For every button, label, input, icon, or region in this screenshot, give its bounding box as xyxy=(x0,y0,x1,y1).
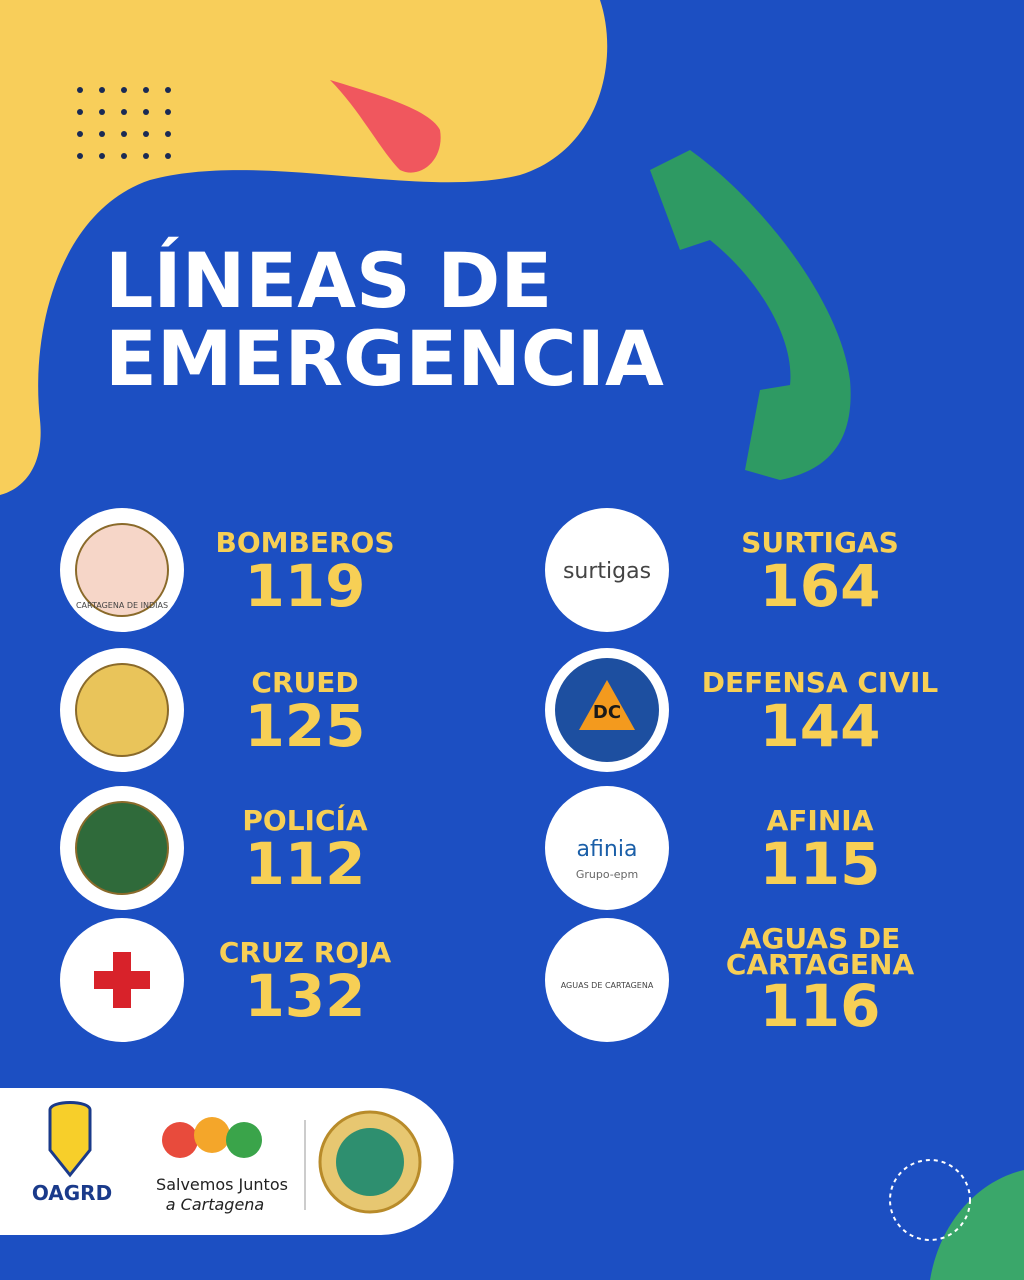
salvemos-text: Salvemos Juntos xyxy=(156,1175,288,1194)
yellow-blob xyxy=(0,0,608,495)
oagrd-text: OAGRD xyxy=(32,1181,112,1205)
district-seal xyxy=(336,1128,404,1196)
service-number: 164 xyxy=(759,552,880,620)
service-number: 132 xyxy=(244,962,365,1030)
logo-shape xyxy=(226,1122,262,1158)
stripe-circle xyxy=(889,1159,971,1241)
service-number: 144 xyxy=(759,692,880,760)
service-name: CARTAGENA xyxy=(726,948,915,981)
seal xyxy=(579,680,635,730)
title-line: LÍNEAS DE xyxy=(105,236,552,325)
logo-shape xyxy=(194,1117,230,1153)
seal xyxy=(75,663,169,757)
logo-circle xyxy=(545,508,669,632)
seal xyxy=(75,523,169,617)
seal xyxy=(75,801,169,895)
service-name: BOMBEROS xyxy=(215,526,394,559)
red-cross xyxy=(113,952,131,1008)
title-line: EMERGENCIA xyxy=(105,314,664,403)
phone-icon xyxy=(650,150,851,480)
logo-text: afinia xyxy=(577,837,638,862)
service-number: 115 xyxy=(759,830,880,898)
service-name: CRUZ ROJA xyxy=(219,936,392,969)
logo-text: AGUAS DE CARTAGENA xyxy=(561,981,654,990)
logo-text: Grupo-epm xyxy=(576,868,638,881)
logo-text: surtigas xyxy=(563,559,651,584)
salvemos-text: a Cartagena xyxy=(166,1195,264,1214)
service-name: POLICÍA xyxy=(242,803,368,837)
logo-text: DC xyxy=(593,702,621,723)
service-number: 125 xyxy=(244,692,365,760)
logo-text: CARTAGENA DE INDIAS xyxy=(76,601,168,610)
service-name: DEFENSA CIVIL xyxy=(702,666,939,699)
service-name: AGUAS DE xyxy=(740,922,900,955)
service-name: AFINIA xyxy=(767,804,874,837)
green-corner xyxy=(930,1170,1024,1280)
service-number: 119 xyxy=(244,552,365,620)
service-number: 116 xyxy=(759,972,880,1040)
service-name: CRUED xyxy=(251,666,358,699)
logo-circle xyxy=(545,786,669,910)
service-number: 112 xyxy=(244,830,365,898)
service-name: SURTIGAS xyxy=(741,526,899,559)
dot-grid xyxy=(77,87,171,159)
logo-circle xyxy=(545,918,669,1042)
red-blob xyxy=(330,80,441,173)
logo-shape xyxy=(162,1122,198,1158)
oagrd-logo xyxy=(48,1101,92,1178)
